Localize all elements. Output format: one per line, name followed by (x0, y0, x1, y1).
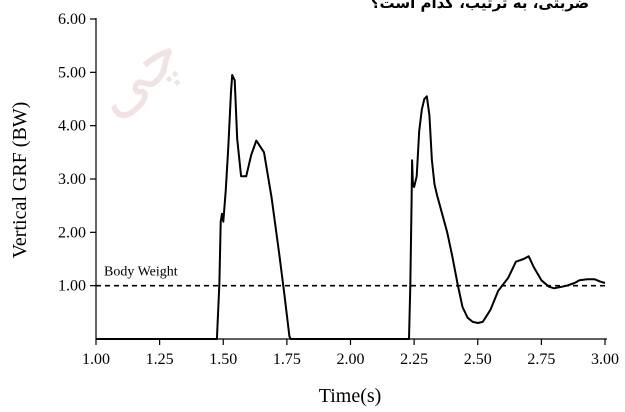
x-ticks: 1.00 1.25 1.50 1.75 2.00 2.25 2.50 2.75 3.00 (82, 339, 619, 368)
y-tick-label: 2.00 (58, 224, 86, 241)
y-tick-label: 5.00 (58, 64, 86, 81)
x-tick-label: 2.50 (464, 351, 492, 368)
y-tick-label: 1.00 (58, 278, 86, 295)
x-tick-label: 1.50 (209, 351, 237, 368)
watermark-stamp: چی (77, 16, 196, 132)
y-tick-label: 6.00 (58, 11, 86, 28)
x-tick-label: 2.25 (400, 351, 428, 368)
grf-series-line (96, 74, 606, 340)
x-tick-label: 1.75 (273, 351, 301, 368)
x-tick-label: 1.25 (146, 351, 174, 368)
x-axis-title: Time(s) (319, 385, 382, 407)
header-text: ضربتی، به ترتیب، کدام است؟ (371, 0, 589, 12)
y-axis-title: Vertical GRF (BW) (9, 102, 31, 259)
y-tick-label: 4.00 (58, 118, 86, 135)
x-tick-label: 3.00 (591, 351, 619, 368)
y-tick-label: 3.00 (58, 171, 86, 188)
body-weight-label: Body Weight (104, 265, 178, 280)
x-tick-label: 1.00 (82, 351, 110, 368)
x-tick-label: 2.00 (337, 351, 365, 368)
x-tick-label: 2.75 (527, 351, 555, 368)
y-ticks: 1.00 2.00 3.00 4.00 5.00 6.00 (58, 11, 96, 295)
